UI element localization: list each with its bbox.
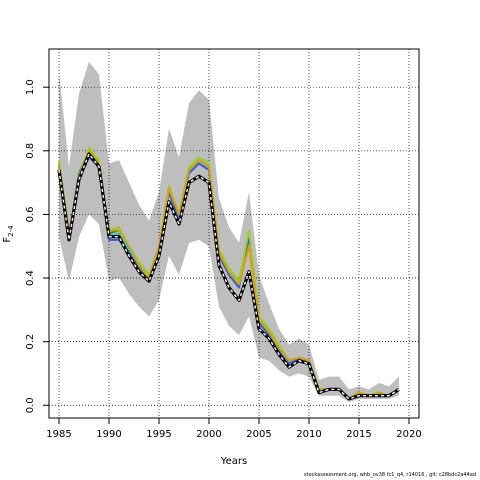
x-tick-label: 1985 <box>46 429 71 440</box>
y-axis-label-subscript: 2-4 <box>7 225 15 237</box>
y-tick-label: 0.6 <box>25 206 36 222</box>
axes: 1985 1990 1995 2000 2005 2010 2015 2020 0.0 0.2 0.… <box>25 48 422 440</box>
series-line-7 <box>58 153 400 400</box>
confidence-band <box>59 61 399 403</box>
x-tick-label: 1990 <box>96 429 121 440</box>
x-tick-label: 2010 <box>296 429 321 440</box>
y-axis-label: F2-4 <box>2 225 15 243</box>
confidence-band-area <box>59 61 399 403</box>
x-axis-label: Years <box>220 456 247 467</box>
x-tick-label: 2000 <box>196 429 221 440</box>
y-axis-label-main: F <box>2 237 13 243</box>
x-tick-label: 2015 <box>346 429 371 440</box>
series-lines <box>57 146 400 401</box>
x-tick-label: 2005 <box>246 429 271 440</box>
x-tick-label: 1995 <box>146 429 171 440</box>
plot-frame <box>48 48 420 419</box>
y-tick-label: 0.8 <box>25 143 36 159</box>
y-tick-label: 0.4 <box>25 270 36 286</box>
y-tick-label: 0.0 <box>25 397 36 413</box>
y-tick-label: 0.2 <box>25 334 36 350</box>
y-tick-label: 1.0 <box>25 79 36 95</box>
footer-note: stockassessment.org, whb_ov38 fc1_q4, r1… <box>304 472 476 478</box>
x-tick-label: 2020 <box>396 429 421 440</box>
